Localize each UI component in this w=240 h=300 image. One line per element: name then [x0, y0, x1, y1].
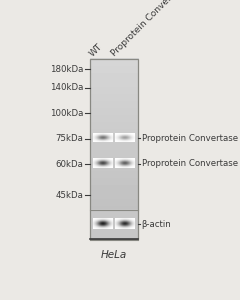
Text: 180kDa: 180kDa	[50, 65, 83, 74]
Text: Proprotein Convertase 9(PCSK9): Proprotein Convertase 9(PCSK9)	[142, 159, 240, 168]
Text: Proprotein Convertase 9 KD: Proprotein Convertase 9 KD	[109, 0, 204, 58]
Bar	[90, 59, 138, 239]
Text: β-actin: β-actin	[142, 220, 171, 229]
Text: 75kDa: 75kDa	[55, 134, 83, 143]
Text: WT: WT	[88, 41, 104, 58]
Text: 60kDa: 60kDa	[55, 160, 83, 169]
Text: 140kDa: 140kDa	[50, 83, 83, 92]
Text: HeLa: HeLa	[101, 250, 127, 260]
Text: 100kDa: 100kDa	[50, 109, 83, 118]
Text: 45kDa: 45kDa	[55, 191, 83, 200]
Text: Proprotein Convertase 9(PCSK9): Proprotein Convertase 9(PCSK9)	[142, 134, 240, 142]
